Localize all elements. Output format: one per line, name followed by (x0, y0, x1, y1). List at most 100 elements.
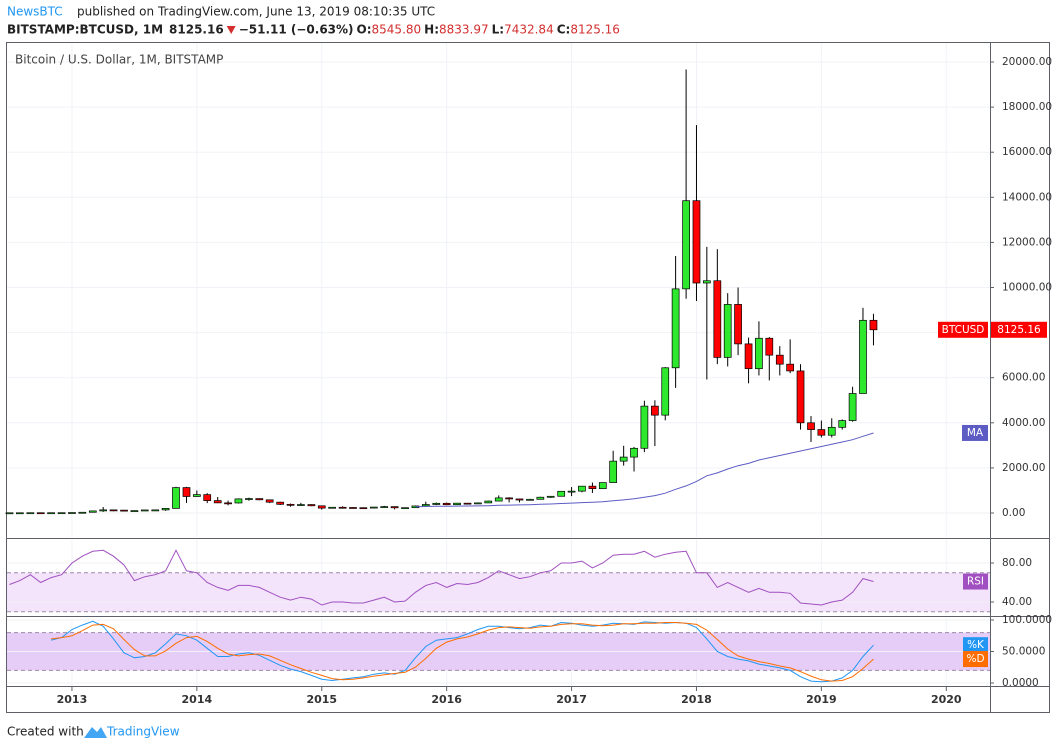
series-label: RSI (967, 576, 984, 588)
y-tick-label: 2000.00 (1002, 462, 1045, 474)
chart-layer: 2013 2014 2015 2016 2017 2018 2019 2020 0.00 2000… (5, 43, 1052, 706)
candle-body (775, 354, 784, 365)
candle-body (234, 498, 243, 504)
candle-body (827, 426, 836, 436)
indicator-line (50, 620, 874, 683)
candle-body (723, 304, 732, 358)
candle-body (88, 510, 97, 513)
y-tick-label: 18000.00 (1002, 101, 1052, 113)
candle-body (484, 500, 493, 504)
candle-body (671, 288, 680, 369)
candle-body (702, 280, 711, 284)
candle-body (172, 487, 180, 509)
candle-body (349, 507, 357, 509)
ohlc-label: O: (357, 23, 372, 37)
candle-body (598, 482, 607, 490)
candle-body (328, 506, 336, 509)
ohlc-label: H: (424, 23, 439, 37)
candle-body (505, 497, 513, 500)
x-tick-label: 2018 (681, 693, 712, 706)
y-tick-label: 12000.00 (1002, 236, 1052, 248)
candle-body (380, 506, 389, 508)
candle-body (807, 422, 815, 430)
y-tick-label: 50.0000 (1002, 645, 1045, 657)
candle-body (838, 420, 847, 428)
last-price-label: 8125.16 (997, 324, 1041, 336)
candle-body (203, 494, 212, 501)
candle-body (765, 337, 774, 356)
candle-body (193, 494, 201, 497)
candle-body (276, 501, 285, 505)
candle-body (26, 512, 35, 515)
ohlc-label: C: (557, 23, 571, 37)
y-tick-label: 20000.00 (1002, 56, 1052, 68)
candle-body (692, 200, 701, 284)
candle-body (317, 505, 326, 509)
candle-body (245, 498, 253, 500)
candle-body (453, 502, 461, 506)
candle-body (661, 367, 670, 416)
candle-body (16, 512, 24, 515)
publisher: NewsBTC (7, 5, 63, 19)
candle-body (213, 500, 222, 504)
ohlc-value: 8833.97 (439, 23, 489, 37)
ohlc-label: L: (492, 23, 504, 37)
tradingview-logo (84, 727, 107, 738)
y-tick-label: 4000.00 (1002, 417, 1045, 429)
ohlc-value: 7432.84 (504, 23, 554, 37)
candle-body (609, 460, 618, 483)
indicator-line (51, 622, 874, 682)
y-tick-label: 0.00 (1002, 507, 1025, 519)
candle-body (494, 497, 503, 502)
candle-body (390, 506, 399, 509)
candle-body (5, 512, 14, 515)
candle-body (68, 512, 76, 514)
symbol-line: BITSTAMP:BTCUSD, 1M 8125.16 −51.11 (−0.63… (7, 23, 620, 37)
candle-body (515, 498, 524, 501)
candle-body (619, 456, 628, 462)
logo-icon (84, 727, 107, 738)
candle-body (369, 506, 378, 509)
published-info: published on TradingView.com, June 13, 2… (77, 5, 435, 19)
candle-body (755, 337, 763, 370)
series-label: MA (967, 427, 984, 439)
y-tick-label: 40.00 (1002, 596, 1032, 608)
y-tick-label: 100.0000 (1002, 614, 1052, 626)
series-label: %D (966, 653, 984, 665)
y-tick-label: 14000.00 (1002, 191, 1052, 203)
chart-frame (6, 42, 1050, 713)
candle-body (869, 319, 878, 331)
candle-body (57, 512, 66, 515)
candle-body (630, 447, 638, 458)
band (7, 572, 990, 612)
x-tick-label: 2013 (57, 693, 88, 706)
candle-body (130, 510, 139, 512)
x-tick-label: 2014 (182, 693, 213, 706)
candle-body (557, 490, 566, 497)
candle-body (442, 502, 451, 506)
candle-body (161, 508, 170, 511)
candle-body (526, 498, 534, 501)
down-arrow (226, 26, 236, 34)
candle-body (567, 490, 576, 493)
candle-body (78, 511, 87, 514)
candle-body (578, 485, 586, 492)
candle-body (734, 304, 742, 345)
candle-body (307, 504, 316, 507)
candle-body (463, 502, 472, 505)
candle-body (817, 429, 826, 436)
candle-body (536, 496, 545, 500)
footer-text: Created with (7, 725, 84, 739)
symbol: BITSTAMP:BTCUSD, 1M (7, 23, 163, 37)
ohlc-value: 8125.16 (570, 23, 620, 37)
candle-body (401, 507, 409, 510)
candle-body (796, 370, 805, 424)
candle-body (713, 280, 722, 358)
candle-body (297, 504, 305, 506)
y-tick-label: 6000.00 (1002, 372, 1045, 384)
footer-brand: TradingView (106, 725, 180, 739)
x-tick-label: 2015 (306, 693, 337, 706)
ohlc-value: 8545.80 (372, 23, 422, 37)
